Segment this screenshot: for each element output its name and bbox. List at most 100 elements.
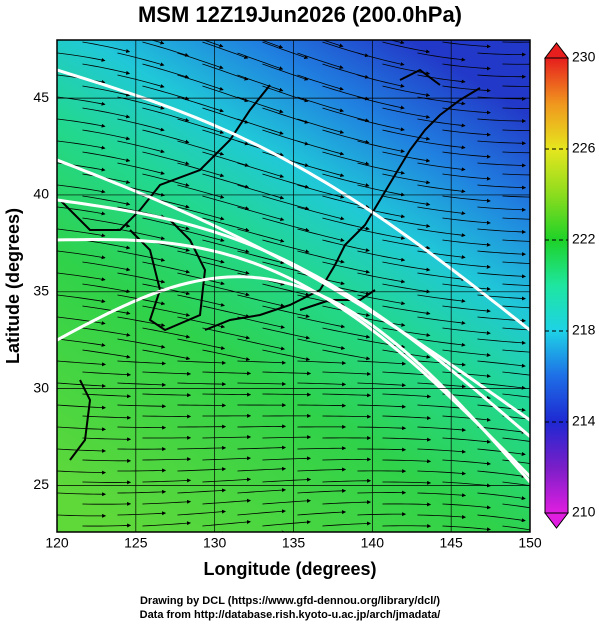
streamline	[262, 456, 312, 461]
streamline	[382, 41, 431, 54]
streamline	[57, 294, 106, 304]
streamline	[237, 316, 285, 329]
streamline	[82, 129, 131, 141]
streamline	[262, 371, 312, 376]
streamline	[142, 478, 192, 483]
streamline	[202, 327, 251, 340]
streamline	[177, 162, 225, 178]
streamline	[442, 283, 491, 291]
streamline	[382, 393, 432, 399]
streamline	[382, 107, 431, 119]
streamline	[502, 393, 530, 398]
streamline	[322, 521, 372, 527]
streamline	[502, 239, 530, 242]
streamline	[382, 173, 431, 185]
streamline	[477, 492, 526, 501]
streamline	[297, 140, 345, 156]
grid	[57, 40, 530, 532]
streamline	[297, 74, 344, 91]
streamline	[117, 360, 167, 366]
streamline	[142, 327, 191, 339]
streamline	[442, 173, 491, 181]
streamline	[202, 305, 250, 318]
streamline	[357, 162, 405, 175]
streamline	[357, 426, 407, 431]
streamline	[142, 261, 190, 274]
streamline	[502, 327, 530, 331]
streamline	[477, 162, 527, 168]
streamline	[117, 404, 167, 409]
streamline	[502, 195, 530, 198]
streamline	[237, 118, 284, 135]
streamline	[57, 52, 106, 62]
streamline	[297, 316, 346, 329]
streamline	[297, 467, 347, 472]
plot-frame	[56, 39, 531, 533]
streamline	[417, 272, 466, 281]
colorbar-top-arrow	[543, 42, 570, 59]
streamline	[177, 338, 226, 350]
streamline	[82, 151, 131, 163]
streamline	[237, 509, 286, 516]
streamline	[322, 414, 372, 419]
streamline	[477, 118, 527, 124]
contour-line	[57, 275, 530, 485]
streamline	[262, 477, 312, 483]
streamline	[57, 382, 107, 388]
streamline	[477, 470, 526, 479]
streamline	[57, 140, 106, 150]
streamline	[177, 509, 226, 516]
plot-area	[57, 40, 599, 559]
streamline	[237, 228, 285, 243]
streamline	[142, 521, 192, 527]
streamline	[150, 40, 165, 45]
streamline	[442, 41, 491, 49]
streamline	[177, 184, 225, 199]
streamline	[262, 435, 312, 440]
streamline	[202, 477, 252, 483]
x-tick-label: 145	[439, 535, 463, 551]
streamline	[237, 381, 287, 386]
streamline	[142, 305, 191, 317]
streamline	[477, 74, 527, 79]
streamline	[177, 272, 225, 286]
streamline	[57, 338, 106, 347]
y-tick-label: 30	[33, 379, 49, 395]
streamline	[262, 327, 311, 340]
streamline	[357, 316, 406, 327]
contour-line	[57, 68, 530, 333]
streamline	[237, 250, 285, 265]
streamline	[562, 548, 599, 559]
streamline	[82, 217, 131, 228]
streamline	[297, 488, 347, 494]
streamline	[322, 217, 370, 231]
streamline	[442, 151, 491, 159]
streamline	[382, 195, 431, 207]
streamline	[237, 360, 287, 365]
streamline	[357, 404, 407, 409]
streamline	[297, 52, 344, 69]
footer-line: Data from http://database.rish.kyoto-u.a…	[140, 609, 441, 621]
streamline	[237, 162, 285, 178]
streamline	[477, 514, 526, 523]
title: MSM 12Z19Jun2026 (200.0hPa)	[138, 2, 462, 27]
streamline	[297, 206, 345, 221]
streamline	[237, 424, 287, 429]
colorbar-tick-label: 214	[572, 413, 596, 429]
streamline	[382, 217, 431, 228]
streamline	[82, 371, 132, 377]
streamline	[237, 206, 285, 222]
streamline	[262, 392, 312, 397]
streamline	[357, 184, 406, 197]
x-tick-label: 120	[45, 535, 69, 551]
streamline	[82, 107, 131, 119]
streamline	[322, 371, 372, 376]
streamline	[562, 526, 599, 536]
streamline	[477, 382, 526, 390]
streamline	[442, 349, 491, 357]
colorbar-body	[544, 57, 569, 514]
streamline	[177, 228, 225, 242]
streamline	[262, 195, 310, 211]
streamline	[442, 63, 491, 71]
streamline	[322, 107, 370, 123]
